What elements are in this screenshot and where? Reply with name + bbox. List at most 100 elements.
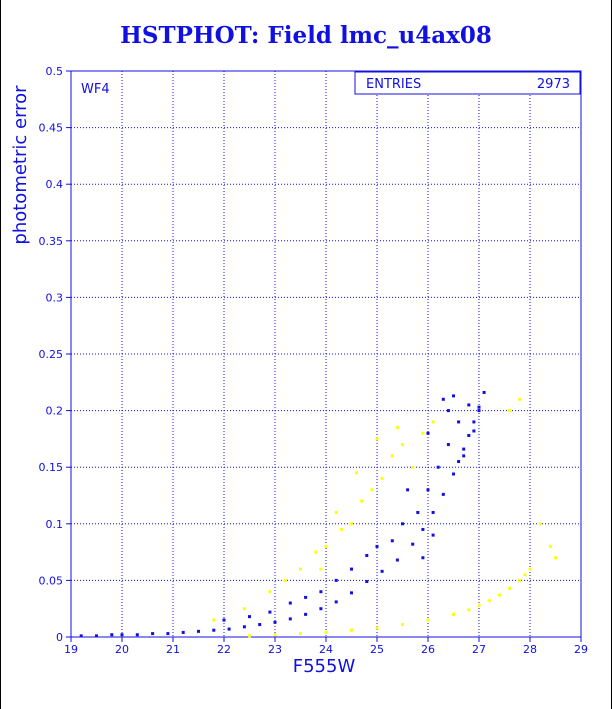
data-point bbox=[350, 628, 353, 632]
data-point bbox=[350, 522, 353, 526]
data-point bbox=[477, 409, 481, 413]
data-point bbox=[436, 465, 440, 469]
data-point bbox=[421, 527, 425, 531]
y-tick-label: 0.35 bbox=[39, 235, 64, 248]
y-tick-label: 0.05 bbox=[39, 574, 64, 587]
data-point bbox=[426, 431, 430, 435]
data-point bbox=[452, 612, 455, 616]
data-point bbox=[135, 633, 139, 637]
data-point bbox=[222, 618, 226, 622]
data-point bbox=[324, 544, 328, 548]
data-point bbox=[314, 550, 318, 554]
data-point bbox=[95, 634, 98, 638]
data-point bbox=[472, 429, 476, 433]
data-point bbox=[446, 409, 450, 413]
data-point bbox=[334, 578, 338, 582]
x-tick-label: 29 bbox=[574, 643, 588, 656]
data-point bbox=[518, 578, 522, 582]
x-tick-label: 21 bbox=[166, 643, 180, 656]
data-point bbox=[431, 510, 435, 514]
y-tick-label: 0.2 bbox=[46, 405, 64, 418]
y-tick-label: 0.45 bbox=[39, 122, 64, 135]
data-point bbox=[288, 617, 292, 621]
data-point bbox=[411, 542, 415, 546]
data-point bbox=[110, 633, 114, 637]
blue-series bbox=[222, 394, 481, 622]
x-tick-label: 28 bbox=[523, 643, 537, 656]
data-point bbox=[248, 615, 251, 619]
data-point bbox=[334, 510, 338, 514]
data-point bbox=[487, 599, 491, 603]
data-point bbox=[283, 578, 287, 582]
data-point bbox=[339, 527, 343, 531]
data-point bbox=[508, 409, 512, 413]
data-point bbox=[390, 454, 394, 458]
data-point bbox=[467, 434, 471, 438]
data-point bbox=[380, 569, 384, 573]
data-point bbox=[401, 623, 404, 627]
data-point bbox=[304, 595, 308, 599]
data-point bbox=[477, 603, 481, 607]
data-point bbox=[273, 620, 277, 624]
data-point bbox=[497, 593, 501, 597]
data-point bbox=[411, 465, 415, 469]
data-point bbox=[467, 608, 471, 612]
data-point bbox=[151, 632, 155, 636]
data-point bbox=[268, 610, 272, 614]
data-point bbox=[212, 628, 216, 632]
data-point bbox=[360, 499, 364, 503]
data-point bbox=[324, 630, 328, 634]
data-point bbox=[482, 390, 486, 394]
y-tick-label: 0.1 bbox=[46, 518, 64, 531]
data-point bbox=[401, 443, 404, 447]
data-point bbox=[401, 522, 404, 526]
data-point bbox=[355, 471, 359, 475]
x-tick-label: 23 bbox=[268, 643, 282, 656]
x-tick-label: 22 bbox=[217, 643, 231, 656]
data-point bbox=[528, 567, 532, 571]
data-point bbox=[431, 533, 435, 537]
y-axis: 0 0.05 0.1 0.15 0.2 0.25 0.3 0.35 0.4 0.45 0.5 bbox=[39, 65, 71, 644]
data-point bbox=[181, 630, 185, 634]
data-point bbox=[426, 618, 430, 622]
y-tick-label: 0.15 bbox=[39, 461, 64, 474]
data-point bbox=[390, 539, 394, 543]
y-tick-label: 0 bbox=[56, 631, 63, 644]
data-point bbox=[288, 601, 292, 605]
data-point bbox=[395, 426, 399, 430]
x-tick-label: 25 bbox=[370, 643, 384, 656]
data-point bbox=[166, 632, 170, 636]
data-point bbox=[477, 405, 481, 409]
data-point bbox=[299, 567, 302, 571]
data-point bbox=[508, 586, 512, 590]
data-point bbox=[197, 629, 200, 633]
stats-entries-value: 2973 bbox=[537, 77, 570, 92]
data-point bbox=[350, 567, 353, 571]
data-point bbox=[421, 431, 425, 435]
data-point bbox=[395, 558, 399, 562]
data-point bbox=[375, 626, 379, 630]
x-axis: 19 20 21 22 23 24 25 26 27 28 29 bbox=[64, 637, 588, 656]
data-point bbox=[212, 618, 216, 622]
data-point bbox=[452, 472, 455, 476]
data-point bbox=[462, 454, 466, 458]
data-point bbox=[299, 632, 302, 636]
data-point bbox=[467, 403, 471, 407]
data-point bbox=[375, 544, 379, 548]
data-points bbox=[79, 390, 557, 638]
data-point bbox=[365, 580, 369, 584]
data-point bbox=[406, 488, 410, 492]
data-point bbox=[548, 544, 552, 548]
data-point bbox=[319, 607, 323, 611]
data-point bbox=[462, 447, 466, 451]
data-point bbox=[334, 600, 338, 604]
data-point bbox=[446, 443, 450, 447]
data-point bbox=[268, 590, 272, 594]
blue-series bbox=[79, 390, 486, 638]
data-point bbox=[457, 420, 461, 424]
data-point bbox=[441, 397, 445, 401]
yellow-series bbox=[212, 397, 557, 622]
data-point bbox=[457, 460, 461, 464]
data-point bbox=[304, 612, 308, 616]
data-point bbox=[79, 634, 83, 638]
